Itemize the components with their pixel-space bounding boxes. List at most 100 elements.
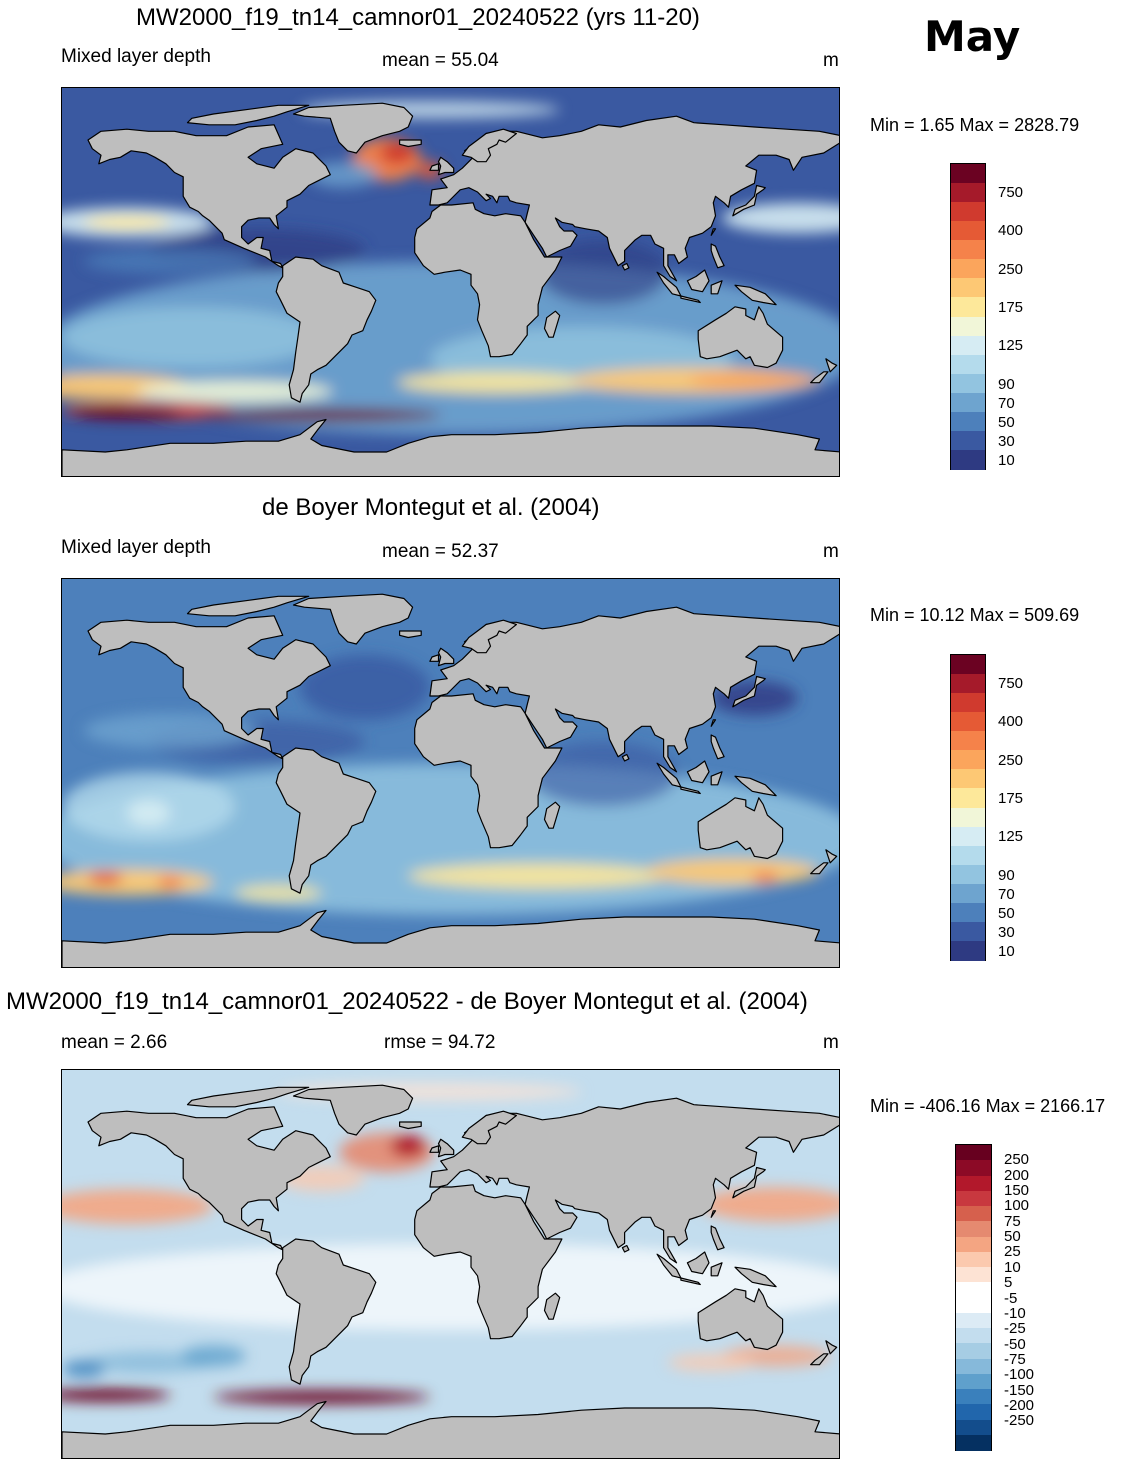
colorbar-swatch: [951, 373, 985, 394]
land-mass: [87, 615, 331, 760]
land-mass: [680, 295, 701, 304]
land-mass: [429, 1097, 839, 1264]
colorbar-swatch: [956, 1160, 991, 1177]
colorbar-swatch: [951, 693, 985, 714]
colorbar-swatch: [951, 354, 985, 375]
colorbar-swatch: [951, 845, 985, 866]
land-mass: [680, 786, 701, 795]
colorbar-tick-label: 10: [998, 943, 1015, 961]
colorbar-swatch: [956, 1404, 991, 1421]
colorbar-swatch: [951, 449, 985, 471]
colorbar-swatch: [956, 1190, 991, 1208]
colorbar-swatch: [951, 883, 985, 905]
colorbar-swatch: [951, 826, 985, 847]
land-mass: [186, 595, 310, 617]
land-mass: [429, 1145, 440, 1153]
colorbar-swatch: [956, 1206, 991, 1223]
land-mass: [697, 797, 784, 860]
land-mass: [437, 156, 455, 176]
colorbar-swatch: [951, 788, 985, 809]
panel-1-map: [61, 87, 840, 477]
land-mass: [734, 284, 777, 306]
colorbar-swatch: [951, 183, 985, 204]
panel-3-mean-label: mean = 2.66: [61, 1032, 168, 1053]
land-mass: [825, 849, 838, 864]
colorbar-tick-label: 70: [998, 394, 1015, 412]
colorbar-swatch: [951, 259, 985, 280]
colorbar-swatch: [956, 1221, 991, 1238]
colorbar-tick-label: 50: [998, 414, 1015, 432]
colorbar-tick-label: 250: [998, 751, 1024, 769]
field-contour: [83, 215, 171, 229]
land-mass: [680, 1277, 701, 1286]
field-contour: [397, 371, 593, 394]
colorbar-tick-label: 10: [1004, 1258, 1021, 1276]
land-mass: [414, 202, 563, 358]
land-mass: [429, 654, 440, 662]
field-contour: [62, 1360, 106, 1378]
colorbar-tick-label: -100: [1004, 1366, 1035, 1384]
land-mass: [825, 358, 838, 373]
colorbar-tick-label: -50: [1004, 1335, 1026, 1353]
land-mass: [710, 243, 725, 269]
panel-2-variable-label: Mixed layer depth: [61, 537, 211, 558]
land-mass: [429, 163, 440, 171]
colorbar-swatch: [956, 1282, 991, 1299]
colorbar-swatch: [951, 411, 985, 433]
panel-1-minmax-label: Min = 1.65 Max = 2828.79: [870, 115, 1080, 135]
panel-2-colorbar: [950, 654, 986, 962]
land-mass: [461, 128, 517, 163]
colorbar-tick-label: 75: [1004, 1212, 1021, 1230]
land-mass: [292, 593, 414, 645]
colorbar-swatch: [951, 655, 985, 676]
colorbar-tick-label: 750: [998, 674, 1024, 692]
panel-2-units-label: m: [823, 541, 839, 562]
land-mass: [399, 1121, 422, 1130]
colorbar-swatch: [951, 430, 985, 452]
land-mass: [186, 1086, 310, 1108]
colorbar-swatch: [951, 731, 985, 752]
colorbar-tick-label: 50: [1004, 1228, 1021, 1246]
colorbar-tick-label: 30: [998, 924, 1015, 942]
land-mass: [62, 909, 839, 967]
colorbar-tick-label: 175: [998, 298, 1024, 316]
land-mass: [292, 102, 414, 154]
colorbar-swatch: [951, 712, 985, 733]
land-mass: [543, 801, 561, 829]
field-contour: [390, 1135, 426, 1157]
panel-2-map: [61, 578, 840, 968]
colorbar-swatch: [951, 164, 985, 185]
colorbar-swatch: [956, 1267, 991, 1284]
panel-1-units-label: m: [823, 50, 839, 71]
colorbar-swatch: [956, 1312, 991, 1330]
land-mass: [734, 1266, 777, 1288]
land-mass: [810, 371, 829, 384]
colorbar-tick-label: -10: [1004, 1304, 1026, 1322]
colorbar-swatch: [951, 278, 985, 299]
land-mass: [87, 124, 331, 269]
land-mass: [621, 262, 630, 271]
field-contour: [83, 713, 257, 748]
colorbar-swatch: [951, 902, 985, 924]
field-contour: [646, 858, 820, 885]
land-mass: [710, 228, 717, 236]
land-mass: [686, 1251, 710, 1275]
colorbar-tick-label: 125: [998, 337, 1024, 355]
colorbar-swatch: [951, 750, 985, 771]
colorbar-tick-label: 250: [998, 260, 1024, 278]
colorbar-swatch: [951, 392, 985, 414]
month-label: May: [924, 12, 1021, 61]
field-contour: [538, 239, 668, 305]
land-mass: [810, 1353, 829, 1366]
land-mass: [399, 630, 422, 639]
field-contour: [83, 248, 257, 275]
land-mass: [732, 1166, 766, 1199]
land-mass: [186, 104, 310, 126]
land-mass: [710, 280, 723, 295]
colorbar-tick-label: 5: [1004, 1274, 1013, 1292]
land-mass: [275, 747, 377, 894]
land-mass: [710, 719, 717, 727]
panel-3-title: MW2000_f19_tn14_camnor01_20240522 - de B…: [6, 988, 808, 1015]
panel-3-units-label: m: [823, 1032, 839, 1053]
land-mass: [87, 1106, 331, 1251]
